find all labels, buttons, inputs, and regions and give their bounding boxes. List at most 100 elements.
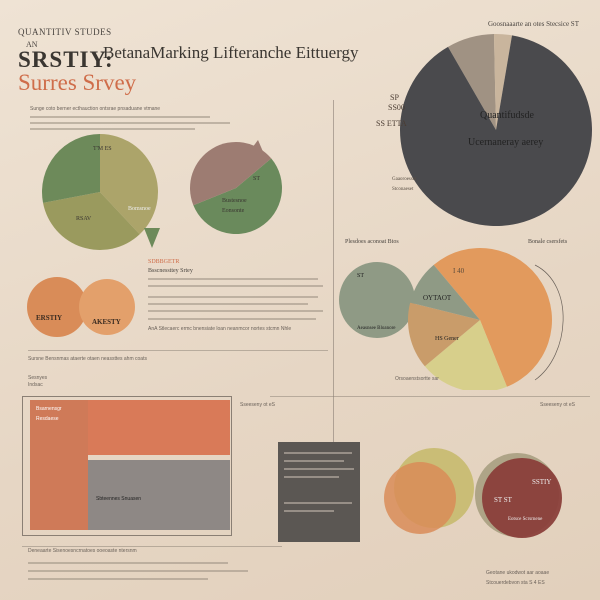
olive-pie-slices <box>41 134 158 250</box>
large-pie-label: SS00 <box>388 103 405 112</box>
large-pie-label: Quantifudsde <box>480 110 534 121</box>
bottom-text-1: Deneaarte Sisenoesncrnatoes ooeoaste nte… <box>28 548 137 554</box>
right-bottom-note: Orsoaenstsortte sar <box>395 376 439 382</box>
block-terracotta-col <box>30 400 88 530</box>
pie-point <box>144 228 160 248</box>
text-line <box>284 452 352 454</box>
mid-footer: Sursne Bensnmas ataerte otaen neassttes … <box>28 356 147 362</box>
olive-pie-label: T'M ES <box>93 146 112 152</box>
text-line <box>30 128 195 130</box>
green-pie-slices <box>190 142 282 234</box>
venn-circle <box>482 458 562 538</box>
dark-text-box <box>278 442 360 542</box>
olive-pie-label: RSAV <box>76 216 92 222</box>
main-title: BetanaMarking Lifteranche Eittuergy <box>103 43 359 62</box>
text-line <box>28 562 228 564</box>
annotation-line <box>534 264 564 381</box>
sub-left-2: Indsac <box>28 382 43 388</box>
pie-slice <box>193 158 282 234</box>
divider <box>28 350 328 351</box>
green-pie-chart: ST Bustesnoe Eonsonte <box>190 140 282 234</box>
text-line <box>148 296 318 298</box>
venn-circle <box>384 462 456 534</box>
venn-label: SSTIY <box>532 478 551 486</box>
top-right-note: Goosnaaarte an otes Stecsice ST <box>488 20 579 28</box>
pie-point <box>246 140 264 156</box>
text-line <box>284 460 344 462</box>
text-line <box>148 278 318 280</box>
mid-header2: Bsscnessttey Srtey <box>148 268 193 274</box>
text-line <box>148 310 323 312</box>
text-line <box>28 578 208 580</box>
orange-pie-label: I 40 <box>453 267 465 275</box>
green-pie-label: ST <box>253 176 260 182</box>
text-line <box>284 476 339 478</box>
block-grey <box>88 460 230 530</box>
block-label: Resdaese <box>36 416 59 422</box>
venn-top-note: Sseeseny ot eS <box>540 402 576 408</box>
orange-circle <box>27 277 87 337</box>
pie-slice <box>410 264 480 320</box>
bottom-text-3: Stcouerdebvon sta S 4 ES <box>486 580 545 586</box>
bar-right-top: Sseeseny ot eS <box>240 402 276 408</box>
pie-slice <box>41 134 100 203</box>
divider <box>333 100 334 470</box>
sub-left-1: Sesnyes <box>28 375 48 381</box>
pie-slice <box>408 302 480 367</box>
text-line <box>284 468 354 470</box>
pie-slice <box>190 142 272 206</box>
brand-title: SRSTIY: <box>18 47 114 72</box>
green-pie-label: Eonsonte <box>222 208 245 214</box>
bottom-text-2: Geotane ukodwot aar aoaae <box>486 570 550 576</box>
mid-paragraph: AnA Stlecaerc ermc bnensiate loan neanmc… <box>148 326 292 332</box>
text-line <box>284 510 334 512</box>
olive-pie-label: Bomsnoe <box>128 206 151 212</box>
venn-label: ST ST <box>494 496 513 504</box>
orange-circles: ERSTIY AKESTY <box>27 277 135 337</box>
text-line <box>284 502 352 504</box>
orange-circle-label: AKESTY <box>92 318 121 326</box>
block-label: Bsarnensgr <box>36 406 62 412</box>
green-pie-label: Bustesnoe <box>222 198 247 204</box>
large-pie-label: SP <box>390 93 399 102</box>
right-annotation: Plesdoes aconoat Btos <box>345 239 399 245</box>
pie-slice <box>399 35 592 227</box>
large-pie-label: SS ETTA <box>376 119 407 128</box>
large-pie-caption: Gaaoroesset <box>392 177 417 182</box>
header-top-small2: AN <box>26 40 38 49</box>
orange-pie-label: Aeasnsee Bloanore <box>357 326 396 331</box>
right-annotation: Bonale csersfets <box>528 239 568 245</box>
text-line <box>30 122 230 124</box>
text-line <box>28 570 248 572</box>
text-line <box>148 318 316 320</box>
block-chart: Bsarnensgr Resdaese Sbteennes Snuasen <box>22 396 232 536</box>
venn-label: Eotsce Scrsrnene <box>508 517 543 522</box>
intro-text: Sunge coto berner ecthauction ontsrae pn… <box>30 106 161 112</box>
text-line <box>148 303 308 305</box>
orange-pie-slices <box>408 248 552 390</box>
subtitle: Surres Srvey <box>18 70 137 95</box>
orange-pie-label: OYTAOT <box>423 294 452 302</box>
large-pie-caption: Stconaeset <box>392 187 414 192</box>
divider <box>270 396 590 397</box>
orange-pie-label: ST <box>357 273 364 279</box>
large-pie-slices <box>399 34 592 227</box>
venn-circles: SSTIY ST ST Eotsce Scrsrnene <box>384 448 562 538</box>
orange-circle <box>79 279 135 335</box>
block-label: Sbteennes Snuasen <box>96 496 142 502</box>
pie-slice <box>433 248 552 387</box>
pie-slice <box>43 192 140 250</box>
olive-pie-chart: T'M ES RSAV Bomsnoe <box>41 134 160 250</box>
header-top-small: QUANTITIV STUDES <box>18 27 112 37</box>
divider <box>22 546 282 547</box>
orange-pie-label: HS Gener <box>435 336 459 342</box>
orange-pie-chart: ST OYTAOT I 40 HS Gener Aeasnsee Bloanor… <box>339 248 564 390</box>
block-chart-frame <box>22 396 232 536</box>
pie-slice <box>493 34 513 130</box>
orange-circle-label: ERSTIY <box>36 314 62 322</box>
text-line <box>30 116 210 118</box>
text-line <box>148 285 323 287</box>
mid-header: SDBBGETR <box>148 259 180 265</box>
large-pie-chart: Quantifudsde Ucernaneray aerey SP SS00 S… <box>376 34 592 227</box>
